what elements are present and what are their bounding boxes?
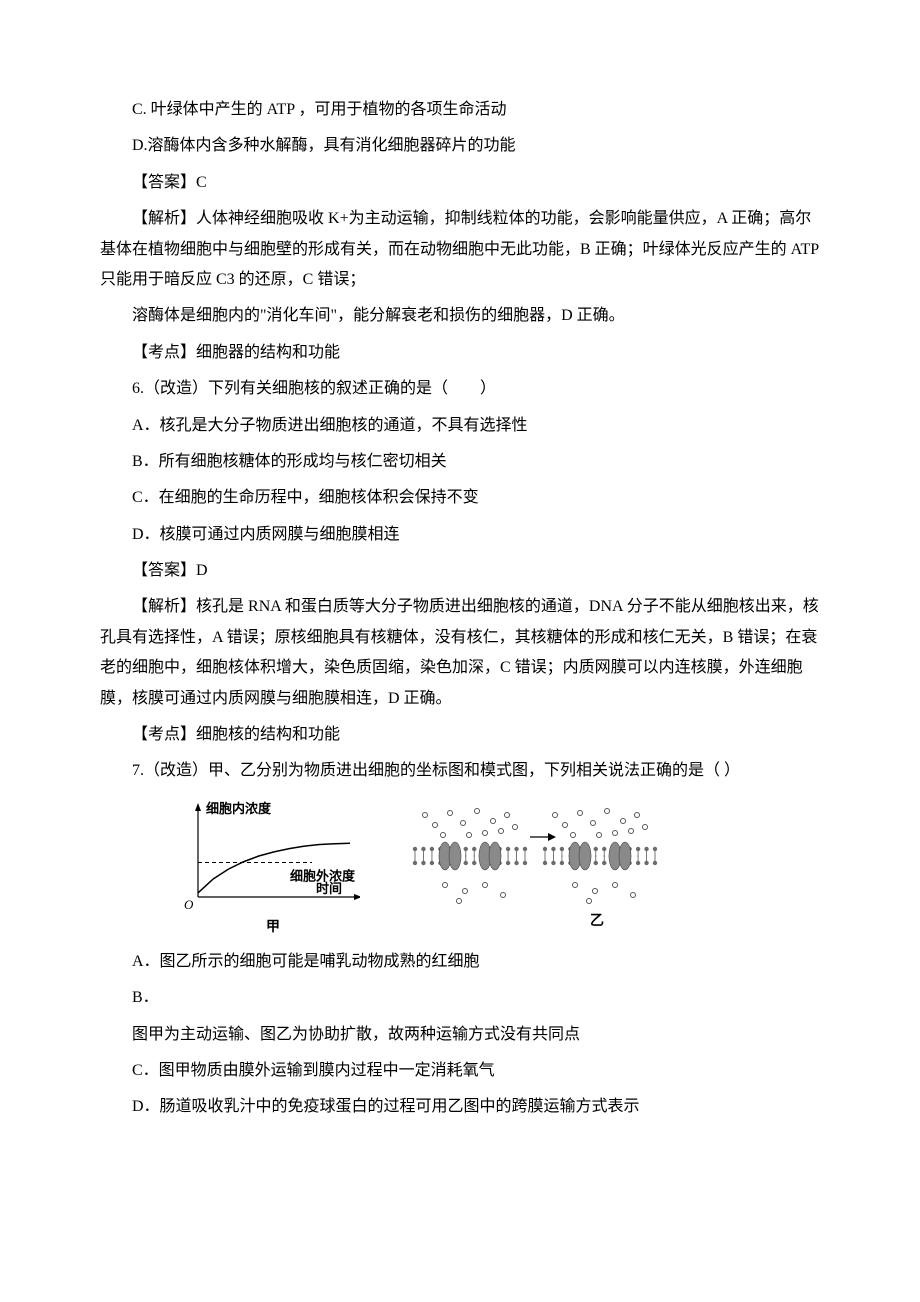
q6-option-a: A．核孔是大分子物质进出细胞核的通道，不具有选择性 — [100, 411, 820, 441]
figure-yi: 乙 — [390, 797, 680, 937]
q6-explain: 【解析】核孔是 RNA 和蛋白质等大分子物质进出细胞核的通道，DNA 分子不能从… — [100, 592, 820, 714]
q5-explain-2: 溶酶体是细胞内的"消化车间"，能分解衰老和损伤的细胞器，D 正确。 — [100, 301, 820, 331]
q7-option-a: A．图乙所示的细胞可能是哺乳动物成熟的红细胞 — [100, 947, 820, 977]
explain-label: 【解析】 — [132, 598, 196, 615]
q7-option-c: C．图甲物质由膜外运输到膜内过程中一定消耗氧气 — [100, 1056, 820, 1086]
q7-option-b-body: 图甲为主动运输、图乙为协助扩散，故两种运输方式没有共同点 — [100, 1020, 820, 1050]
q5-topic: 【考点】细胞器的结构和功能 — [100, 338, 820, 368]
q6-stem: 6.（改造）下列有关细胞核的叙述正确的是（ ） — [100, 374, 820, 404]
answer-label: 【答案】 — [132, 174, 196, 191]
q5-answer: 【答案】C — [100, 168, 820, 198]
svg-text:细胞内浓度: 细胞内浓度 — [206, 801, 272, 816]
q6-option-d: D．核膜可通过内质网膜与细胞膜相连 — [100, 520, 820, 550]
figure-jia: 细胞内浓度细胞外浓度时间O甲 — [170, 797, 360, 937]
q7-option-b-prefix: B． — [100, 983, 820, 1013]
svg-text:O: O — [184, 897, 194, 912]
explain-label: 【解析】 — [132, 210, 196, 227]
q7-option-d: D．肠道吸收乳汁中的免疫球蛋白的过程可用乙图中的跨膜运输方式表示 — [100, 1092, 820, 1122]
q7-stem-text: 7.（改造）甲、乙分别为物质进出细胞的坐标图和模式图，下列相关说法正确的是（ ） — [132, 762, 740, 779]
answer-value: C — [196, 174, 207, 191]
q6-option-c: C．在细胞的生命历程中，细胞核体积会保持不变 — [100, 483, 820, 513]
answer-label: 【答案】 — [132, 562, 196, 579]
topic-label: 【考点】 — [132, 726, 196, 743]
svg-text:时间: 时间 — [316, 881, 342, 896]
svg-text:乙: 乙 — [590, 913, 604, 929]
topic-label: 【考点】 — [132, 344, 196, 361]
q6-answer: 【答案】D — [100, 556, 820, 586]
explain-text-1: 人体神经细胞吸收 K+为主动运输，抑制线粒体的功能，会影响能量供应，A 正确；高… — [100, 210, 819, 288]
q5-option-c: C. 叶绿体中产生的 ATP ，可用于植物的各项生命活动 — [100, 95, 820, 125]
q7-stem: 7.（改造）甲、乙分别为物质进出细胞的坐标图和模式图，下列相关说法正确的是（ ） — [100, 756, 820, 786]
q6-option-b: B．所有细胞核糖体的形成均与核仁密切相关 — [100, 447, 820, 477]
document-page: C. 叶绿体中产生的 ATP ，可用于植物的各项生命活动 D.溶酶体内含多种水解… — [0, 0, 920, 1302]
answer-value: D — [196, 562, 208, 579]
q5-option-d: D.溶酶体内含多种水解酶，具有消化细胞器碎片的功能 — [100, 131, 820, 161]
explain-text: 核孔是 RNA 和蛋白质等大分子物质进出细胞核的通道，DNA 分子不能从细胞核出… — [100, 598, 819, 706]
q7-figure-row: 细胞内浓度细胞外浓度时间O甲 乙 — [170, 797, 820, 937]
topic-text: 细胞器的结构和功能 — [196, 344, 340, 361]
q5-explain-1: 【解析】人体神经细胞吸收 K+为主动运输，抑制线粒体的功能，会影响能量供应，A … — [100, 204, 820, 295]
topic-text: 细胞核的结构和功能 — [196, 726, 340, 743]
q6-topic: 【考点】细胞核的结构和功能 — [100, 720, 820, 750]
svg-text:甲: 甲 — [266, 919, 280, 935]
